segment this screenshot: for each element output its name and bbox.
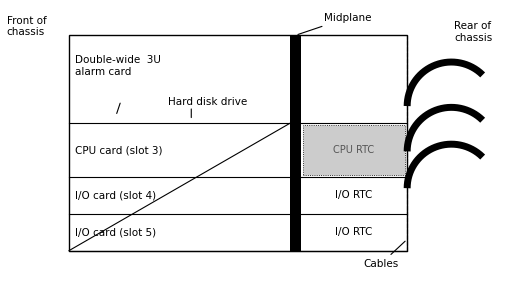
Text: I/O RTC: I/O RTC	[335, 190, 372, 200]
Text: CPU card (slot 3): CPU card (slot 3)	[75, 145, 163, 155]
Bar	[69, 35, 407, 251]
Text: I/O card (slot 4): I/O card (slot 4)	[75, 190, 156, 200]
Bar	[290, 35, 301, 251]
Text: I/O RTC: I/O RTC	[335, 227, 372, 237]
Text: Cables: Cables	[363, 241, 405, 269]
Text: Hard disk drive: Hard disk drive	[168, 97, 247, 107]
Bar	[303, 126, 405, 175]
Text: I/O card (slot 5): I/O card (slot 5)	[75, 227, 156, 237]
Text: Double-wide  3U
alarm card: Double-wide 3U alarm card	[75, 55, 161, 77]
Text: Front of
chassis: Front of chassis	[7, 15, 47, 37]
Text: Rear of
chassis: Rear of chassis	[454, 21, 492, 43]
Text: Midplane: Midplane	[298, 13, 371, 35]
Text: CPU RTC: CPU RTC	[333, 145, 374, 155]
